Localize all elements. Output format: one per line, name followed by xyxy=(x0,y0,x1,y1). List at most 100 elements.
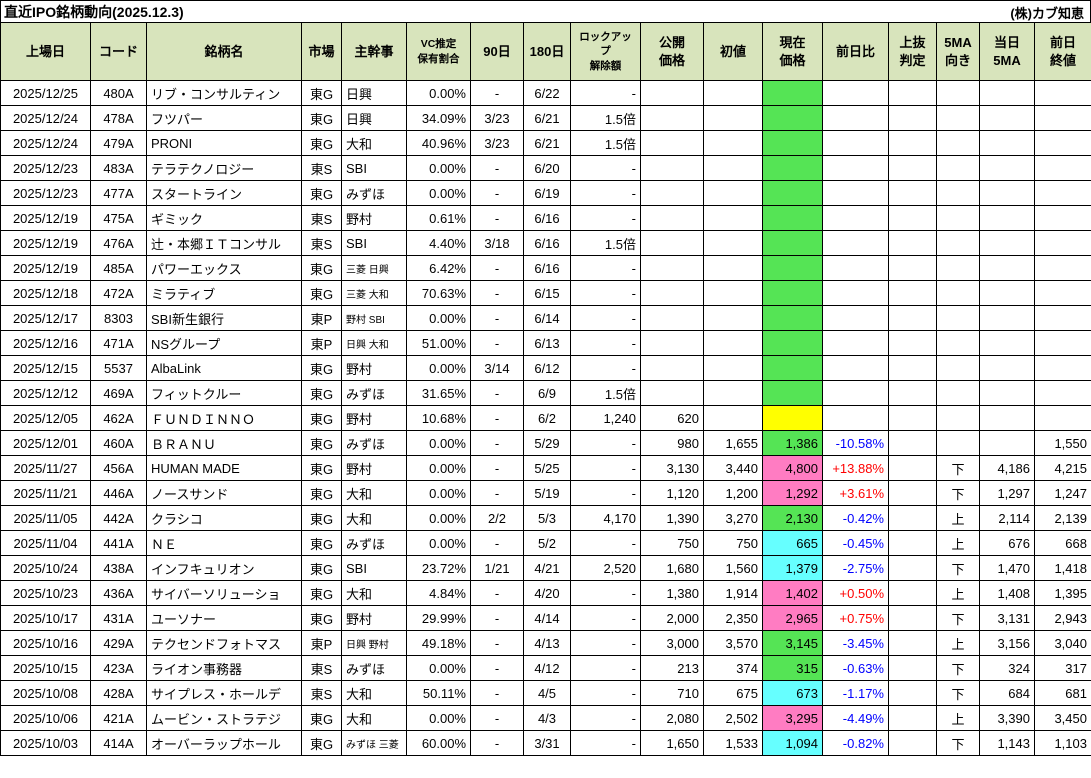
cell-code[interactable]: 441A xyxy=(90,530,147,556)
cell-name[interactable]: リブ・コンサルティン xyxy=(146,80,302,106)
cell-name[interactable]: テクセンドフォトマス xyxy=(146,630,302,656)
cell-market[interactable]: 東G xyxy=(301,130,342,156)
cell-vc[interactable]: 0.00% xyxy=(406,455,471,481)
cell-prev_close[interactable] xyxy=(1034,180,1091,206)
cell-ma5[interactable]: 3,390 xyxy=(979,705,1035,731)
cell-public_price[interactable]: 620 xyxy=(640,405,704,431)
cell-lead[interactable]: みずほ 三菱 xyxy=(341,730,407,756)
cell-name[interactable]: ノースサンド xyxy=(146,480,302,506)
col-header-prev-close[interactable]: 前日 終値 xyxy=(1034,22,1091,81)
cell-code[interactable]: 469A xyxy=(90,380,147,406)
cell-market[interactable]: 東G xyxy=(301,705,342,731)
cell-first_price[interactable] xyxy=(703,180,763,206)
cell-vc[interactable]: 0.00% xyxy=(406,480,471,506)
cell-date[interactable]: 2025/12/19 xyxy=(0,255,91,281)
cell-code[interactable]: 477A xyxy=(90,180,147,206)
cell-ma5[interactable]: 684 xyxy=(979,680,1035,706)
cell-market[interactable]: 東S xyxy=(301,230,342,256)
col-header-public-price[interactable]: 公開 価格 xyxy=(640,22,704,81)
cell-date[interactable]: 2025/12/23 xyxy=(0,155,91,181)
cell-vc[interactable]: 31.65% xyxy=(406,380,471,406)
cell-date[interactable]: 2025/11/21 xyxy=(0,480,91,506)
cell-lockup[interactable]: - xyxy=(570,330,641,356)
cell-name[interactable]: 辻・本郷ＩＴコンサル xyxy=(146,230,302,256)
cell-lead[interactable]: みずほ xyxy=(341,430,407,456)
cell-first_price[interactable] xyxy=(703,205,763,231)
cell-code[interactable]: 442A xyxy=(90,505,147,531)
cell-ma5[interactable] xyxy=(979,380,1035,406)
cell-ma5[interactable] xyxy=(979,230,1035,256)
cell-d180[interactable]: 6/16 xyxy=(523,255,571,281)
cell-name[interactable]: フィットクルー xyxy=(146,380,302,406)
cell-d180[interactable]: 5/2 xyxy=(523,530,571,556)
cell-code[interactable]: 485A xyxy=(90,255,147,281)
cell-lead[interactable]: 大和 xyxy=(341,705,407,731)
cell-lockup[interactable]: - xyxy=(570,605,641,631)
cell-ma_dir[interactable]: 下 xyxy=(936,655,980,681)
cell-lockup[interactable]: 2,520 xyxy=(570,555,641,581)
cell-ma5[interactable] xyxy=(979,280,1035,306)
cell-public_price[interactable]: 2,000 xyxy=(640,605,704,631)
cell-name[interactable]: ＦＵＮＤＩＮＮＯ xyxy=(146,405,302,431)
cell-change[interactable]: +3.61% xyxy=(822,480,889,506)
cell-lockup[interactable]: - xyxy=(570,80,641,106)
cell-d180[interactable]: 5/25 xyxy=(523,455,571,481)
cell-market[interactable]: 東G xyxy=(301,580,342,606)
cell-breakout[interactable] xyxy=(888,405,937,431)
cell-breakout[interactable] xyxy=(888,680,937,706)
cell-ma5[interactable] xyxy=(979,80,1035,106)
cell-breakout[interactable] xyxy=(888,530,937,556)
cell-price[interactable]: 3,145 xyxy=(762,630,823,656)
cell-ma5[interactable] xyxy=(979,255,1035,281)
cell-vc[interactable]: 6.42% xyxy=(406,255,471,281)
cell-breakout[interactable] xyxy=(888,80,937,106)
cell-lockup[interactable]: - xyxy=(570,705,641,731)
cell-price[interactable]: 1,379 xyxy=(762,555,823,581)
cell-breakout[interactable] xyxy=(888,230,937,256)
cell-ma5[interactable] xyxy=(979,430,1035,456)
cell-public_price[interactable]: 1,650 xyxy=(640,730,704,756)
cell-d90[interactable]: - xyxy=(470,455,524,481)
col-header-today-5ma[interactable]: 当日 5MA xyxy=(979,22,1035,81)
cell-code[interactable]: 446A xyxy=(90,480,147,506)
cell-lead[interactable]: 日興 野村 xyxy=(341,630,407,656)
cell-breakout[interactable] xyxy=(888,555,937,581)
cell-d90[interactable]: - xyxy=(470,605,524,631)
cell-market[interactable]: 東S xyxy=(301,155,342,181)
cell-change[interactable] xyxy=(822,130,889,156)
cell-prev_close[interactable] xyxy=(1034,330,1091,356)
cell-code[interactable]: 429A xyxy=(90,630,147,656)
cell-d90[interactable]: - xyxy=(470,305,524,331)
cell-breakout[interactable] xyxy=(888,480,937,506)
cell-code[interactable]: 438A xyxy=(90,555,147,581)
cell-d180[interactable]: 4/14 xyxy=(523,605,571,631)
cell-ma5[interactable]: 1,143 xyxy=(979,730,1035,756)
cell-lead[interactable]: 大和 xyxy=(341,130,407,156)
cell-change[interactable] xyxy=(822,305,889,331)
cell-ma5[interactable]: 3,131 xyxy=(979,605,1035,631)
cell-d180[interactable]: 6/2 xyxy=(523,405,571,431)
cell-date[interactable]: 2025/10/03 xyxy=(0,730,91,756)
cell-market[interactable]: 東G xyxy=(301,180,342,206)
cell-prev_close[interactable]: 1,395 xyxy=(1034,580,1091,606)
cell-prev_close[interactable]: 1,418 xyxy=(1034,555,1091,581)
cell-ma_dir[interactable] xyxy=(936,180,980,206)
cell-change[interactable] xyxy=(822,330,889,356)
cell-d180[interactable]: 6/16 xyxy=(523,205,571,231)
cell-market[interactable]: 東G xyxy=(301,280,342,306)
cell-name[interactable]: ムービン・ストラテジ xyxy=(146,705,302,731)
cell-ma_dir[interactable]: 下 xyxy=(936,605,980,631)
cell-market[interactable]: 東G xyxy=(301,380,342,406)
cell-name[interactable]: ギミック xyxy=(146,205,302,231)
cell-ma5[interactable] xyxy=(979,130,1035,156)
cell-d180[interactable]: 6/22 xyxy=(523,80,571,106)
cell-code[interactable]: 436A xyxy=(90,580,147,606)
cell-market[interactable]: 東G xyxy=(301,430,342,456)
cell-lockup[interactable]: 1,240 xyxy=(570,405,641,431)
cell-prev_close[interactable] xyxy=(1034,80,1091,106)
cell-breakout[interactable] xyxy=(888,205,937,231)
col-header-listing-date[interactable]: 上場日 xyxy=(0,22,91,81)
cell-public_price[interactable] xyxy=(640,305,704,331)
cell-change[interactable] xyxy=(822,355,889,381)
cell-prev_close[interactable] xyxy=(1034,380,1091,406)
